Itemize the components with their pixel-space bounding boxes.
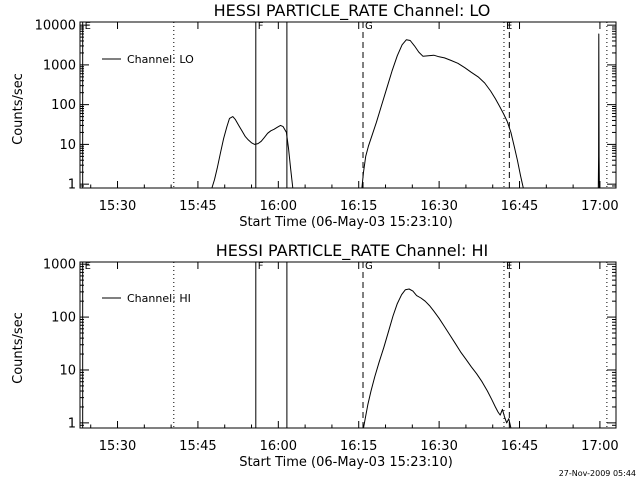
lo-plot-frame (79, 21, 617, 189)
hi-plot-frame (79, 261, 617, 429)
hi-x-tick-label: 15:30 (99, 439, 136, 454)
hi-legend-label: Channel: HI (127, 292, 191, 305)
hi-marker-label: G (365, 261, 373, 272)
hi-chart-title: HESSI PARTICLE_RATE Channel: HI (216, 241, 489, 261)
lo-y-tick-label: 10 (59, 138, 76, 153)
hi-x-tick-label: 16:30 (420, 439, 457, 454)
lo-x-axis-label: Start Time (06-May-03 15:23:10) (239, 215, 453, 230)
lo-x-tick-label: 16:45 (501, 199, 538, 214)
hi-y-tick-label: 10 (59, 363, 76, 378)
hi-marker-label: F (258, 261, 264, 272)
lo-y-tick-label: 1 (68, 178, 76, 193)
hi-x-tick-label: 16:00 (260, 439, 297, 454)
lo-marker-label: F (258, 21, 264, 32)
lo-x-tick-label: 15:45 (179, 199, 216, 214)
lo-legend-label: Channel: LO (127, 53, 194, 66)
lo-legend: Channel: LO (102, 53, 194, 66)
hi-x-tick-label: 17:00 (581, 439, 618, 454)
lo-marker-label: E (85, 21, 91, 32)
lo-series-line-segment (361, 39, 524, 189)
lo-y-tick-label: 10000 (35, 19, 76, 34)
lo-series-line-segment (211, 116, 294, 189)
hi-legend: Channel: HI (102, 292, 191, 305)
lo-x-tick-label: 15:30 (99, 199, 136, 214)
hi-x-tick-label: 16:45 (501, 439, 538, 454)
lo-y-tick-label: 100 (51, 98, 76, 113)
lo-y-axis-label: Counts/sec (11, 73, 26, 145)
lo-channel-panel: HESSI PARTICLE_RATE Channel: LO Start Ti… (11, 1, 619, 230)
hi-x-tick-label: 16:15 (340, 439, 377, 454)
hi-marker-label: E (85, 261, 91, 272)
hi-y-axis-label: Counts/sec (11, 312, 26, 384)
lo-marker-label: G (365, 21, 373, 32)
lo-x-tick-label: 16:30 (420, 199, 457, 214)
lo-x-tick-label: 17:00 (581, 199, 618, 214)
hi-y-tick-label: 1000 (43, 258, 76, 273)
hi-channel-panel: HESSI PARTICLE_RATE Channel: HI Start Ti… (11, 241, 619, 470)
hi-x-tick-label: 15:45 (179, 439, 216, 454)
hi-y-tick-label: 1 (68, 416, 76, 431)
lo-x-tick-label: 16:15 (340, 199, 377, 214)
lo-chart-title: HESSI PARTICLE_RATE Channel: LO (214, 1, 491, 21)
hi-series-line-segment (363, 288, 512, 429)
hi-x-axis-label: Start Time (06-May-03 15:23:10) (239, 455, 453, 470)
lo-series-line-segment (597, 33, 600, 189)
date-stamp: 27-Nov-2009 05:44 (559, 469, 636, 478)
hi-y-tick-label: 100 (51, 311, 76, 326)
lo-y-tick-label: 1000 (43, 58, 76, 73)
lo-x-tick-label: 16:00 (260, 199, 297, 214)
